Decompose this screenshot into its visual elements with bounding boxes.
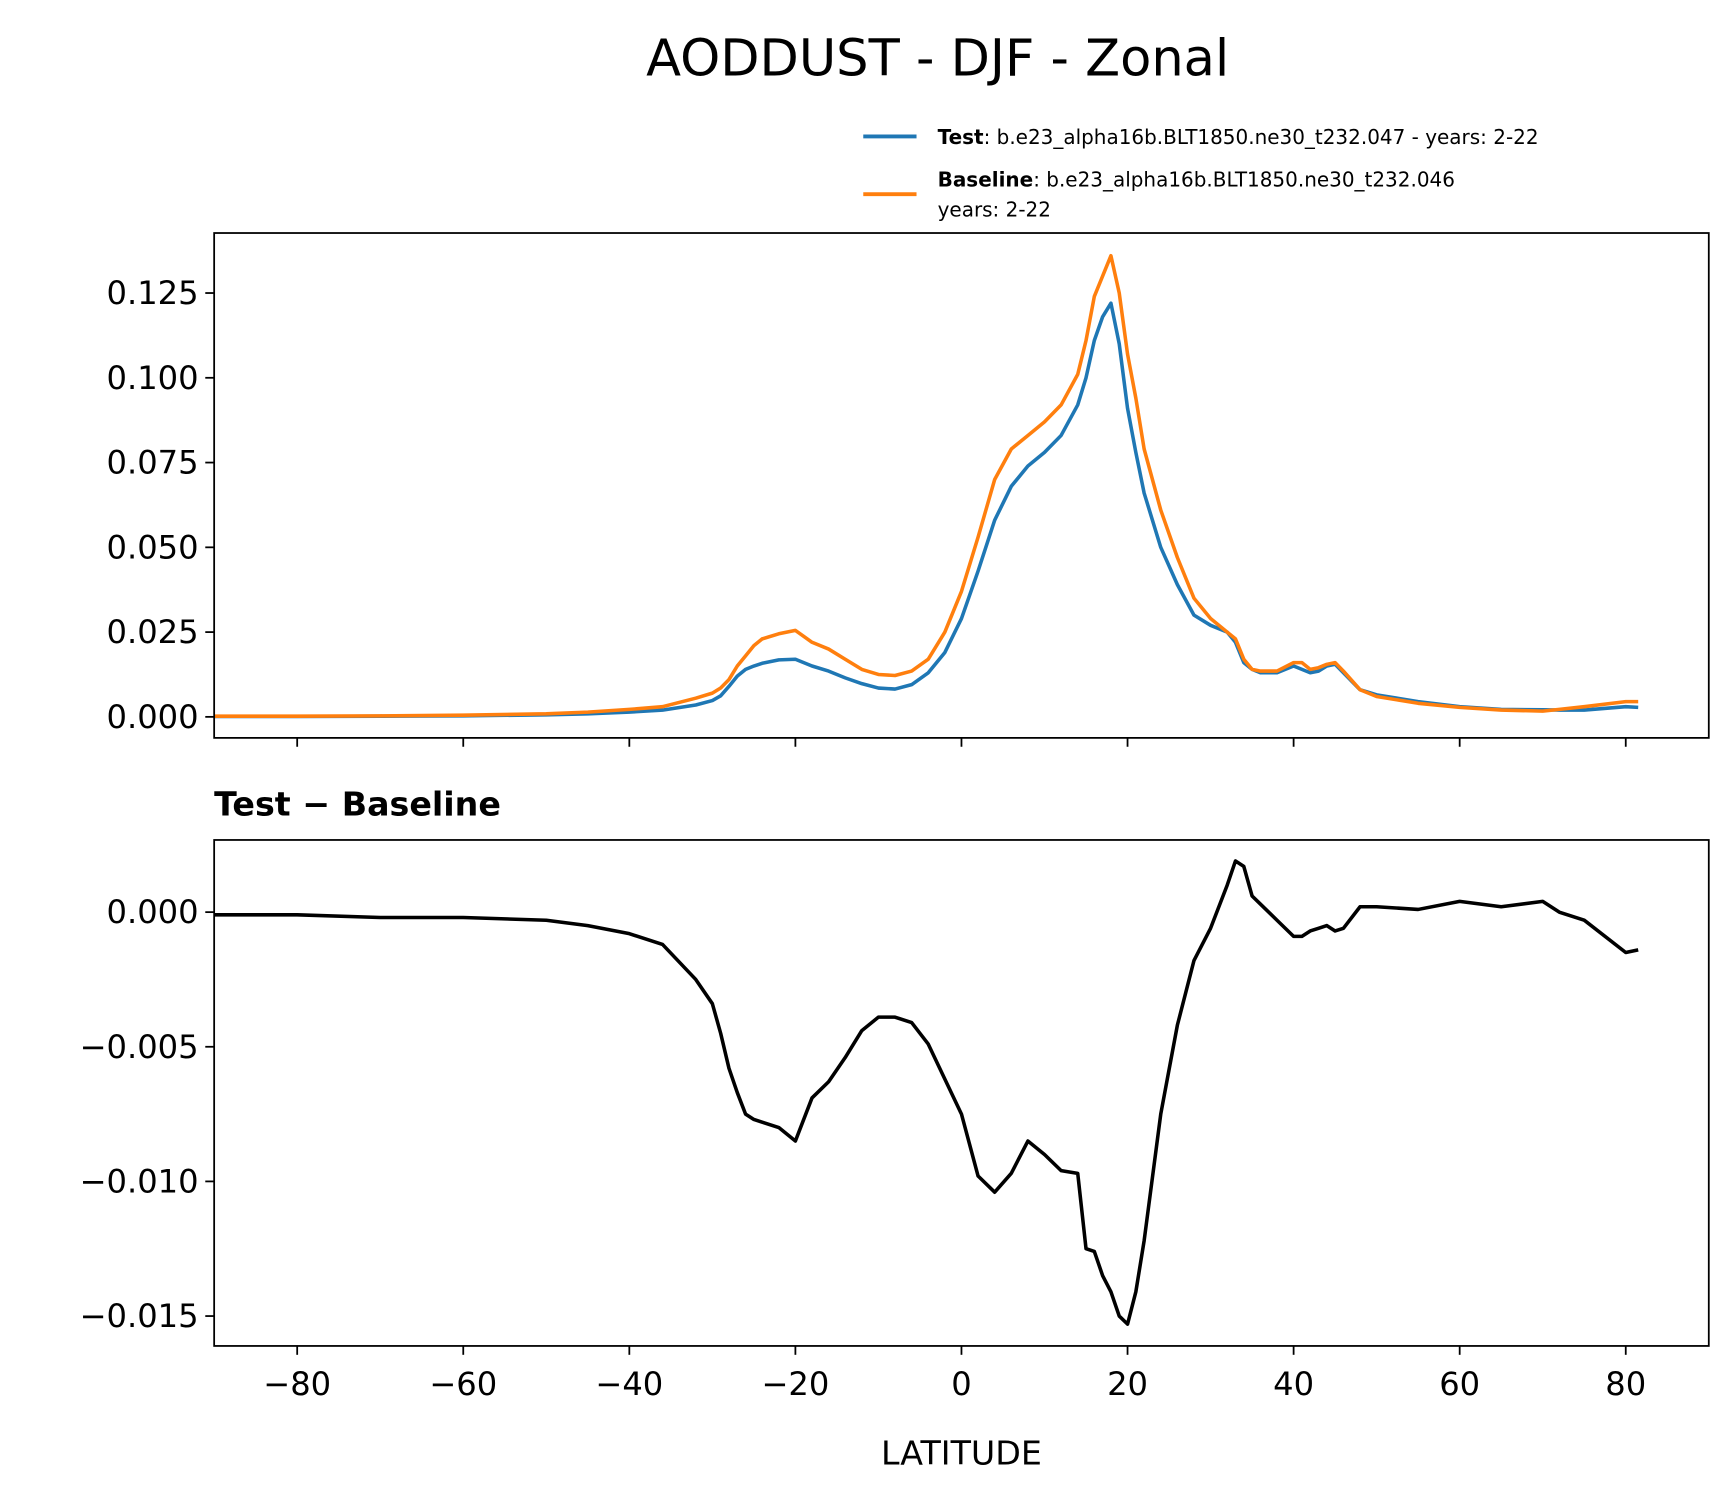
y-tick-label: −0.005 [80, 1028, 199, 1066]
x-tick-label: 20 [1107, 1365, 1148, 1403]
data-line [214, 253, 1639, 718]
legend-description: : b.e23_alpha16b.BLT1850.ne30_t232.046 [1033, 167, 1455, 191]
x-tick-label: 0 [951, 1365, 971, 1403]
legend-name: Baseline [938, 167, 1034, 191]
y-tick-label: 0.050 [107, 528, 199, 566]
x-axis-label: LATITUDE [881, 1434, 1042, 1473]
legend-label: Test: b.e23_alpha16b.BLT1850.ne30_t232.0… [938, 125, 1539, 149]
y-tick-label: −0.010 [80, 1163, 199, 1201]
legend-name: Test [938, 125, 984, 149]
x-tick-label: 60 [1439, 1365, 1480, 1403]
y-tick-label: 0.100 [107, 359, 199, 397]
y-tick-label: 0.025 [107, 613, 199, 651]
x-tick-label: −20 [761, 1365, 829, 1403]
legend-description: years: 2-22 [938, 197, 1051, 221]
plot-area [214, 253, 1639, 719]
y-tick-label: 0.075 [107, 444, 199, 482]
data-line [214, 301, 1639, 719]
y-tick-label: −0.015 [80, 1297, 199, 1335]
legend-description: : b.e23_alpha16b.BLT1850.ne30_t232.047 -… [984, 125, 1539, 149]
subtitle: Test − Baseline [214, 785, 501, 824]
figure: 0.000 0.025 0.050 0.075 0.100 0.125 AODDUST - … [80, 29, 1710, 1473]
x-tick-label: −80 [263, 1365, 331, 1403]
x-tick-label: −40 [595, 1365, 663, 1403]
axes-frame [213, 839, 1710, 1347]
x-tick-label: 80 [1605, 1365, 1646, 1403]
y-tick-label: 0.000 [107, 893, 199, 931]
axes-frame [213, 232, 1710, 739]
y-tick-label: 0.125 [107, 274, 199, 312]
legend-label: Baseline: b.e23_alpha16b.BLT1850.ne30_t2… [938, 167, 1455, 191]
chart-title: AODDUST - DJF - Zonal [646, 29, 1229, 88]
y-tick-label: 0.000 [107, 698, 199, 736]
x-tick-label: 40 [1273, 1365, 1314, 1403]
x-tick-label: −60 [429, 1365, 497, 1403]
plot-area [214, 859, 1639, 1326]
data-line [214, 859, 1639, 1326]
